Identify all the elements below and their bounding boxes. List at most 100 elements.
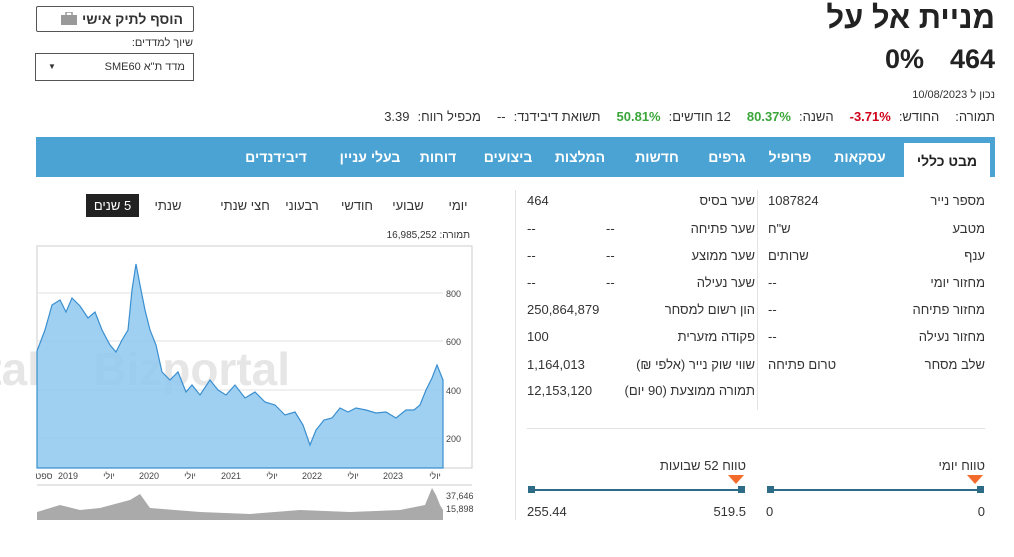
range-low: 0	[766, 504, 774, 519]
tab[interactable]: דיבידנדים	[245, 149, 307, 165]
divider	[527, 428, 985, 429]
grid	[37, 292, 443, 439]
x-tick-label: יולי	[429, 471, 441, 481]
tab-bar	[36, 137, 995, 177]
watermark: Bizportal	[0, 343, 40, 395]
tab[interactable]: דוחות	[419, 149, 457, 165]
info-value: שרותים	[768, 248, 809, 263]
info-value: --	[527, 248, 536, 263]
period-button[interactable]: יומי	[448, 198, 468, 213]
info-label: שער בסיס	[699, 193, 755, 208]
x-tick-label: 2023	[383, 471, 403, 481]
range-high: 0	[977, 504, 985, 519]
index-dropdown[interactable]: מדד ת"א SME60 ▼	[35, 53, 194, 81]
info-label: שער ממוצע	[691, 248, 755, 263]
info-value: --	[527, 221, 536, 236]
period-button[interactable]: שנתי	[154, 198, 182, 213]
change: 0%	[884, 44, 924, 74]
info-value: --	[768, 275, 777, 290]
info-label: מחזור נעילה	[918, 329, 985, 344]
x-tick-label: יולי	[184, 471, 196, 481]
stat-value: 80.37%	[746, 109, 791, 124]
chart-frame	[36, 245, 473, 469]
period-button[interactable]: חודשי	[340, 198, 373, 213]
info-extra: --	[606, 275, 615, 290]
price-area	[36, 263, 444, 469]
stat-value: --	[496, 109, 506, 124]
info-label: שער פתיחה	[690, 221, 755, 236]
x-tick-label: 2022	[302, 471, 322, 481]
index-label: שיוך למדדים:	[131, 37, 193, 49]
date-label: נכון ל 10/08/2023	[912, 89, 995, 101]
period-button[interactable]: רבעוני	[285, 198, 319, 213]
period-button[interactable]: חצי שנתי	[220, 198, 270, 213]
volume-tick-label: 15,898	[446, 504, 474, 514]
stat-value: 50.81%	[616, 109, 661, 124]
x-tick-label: ספט	[35, 471, 52, 481]
info-label: מחזור פתיחה	[912, 302, 985, 317]
tab[interactable]: חדשות	[635, 149, 679, 165]
button-label: הוסף לתיק אישי	[82, 11, 183, 27]
info-value: --	[768, 329, 777, 344]
info-label: שווי שוק נייר (אלפי ₪)	[636, 357, 755, 372]
info-label: שלב מסחר	[924, 357, 985, 372]
stat-label: תשואת דיבידנד:	[513, 109, 601, 124]
y-tick-label: 200	[446, 434, 461, 444]
period-button[interactable]: 5 שנים	[86, 194, 139, 217]
info-label: תמורה ממוצעת (90 יום)	[624, 383, 756, 398]
watermark: Bizportal	[93, 343, 290, 395]
stock-title: מניית אל על	[826, 0, 995, 35]
portfolio-button[interactable]: הוסף לתיק אישי	[36, 6, 194, 32]
tab[interactable]: בעלי עניין	[339, 149, 401, 165]
y-tick-label: 400	[446, 386, 461, 396]
range-high: 519.5	[713, 504, 746, 519]
x-tick-label: 2019	[58, 471, 78, 481]
range-end	[528, 486, 535, 493]
info-value: --	[527, 275, 536, 290]
info-label: הון רשום למסחר	[664, 302, 755, 317]
info-value: 12,153,120	[527, 383, 593, 398]
y-tick-label: 800	[446, 289, 461, 299]
info-label: ענף	[964, 248, 985, 263]
info-value: 100	[527, 329, 549, 344]
info-value: 1,164,013	[527, 357, 585, 372]
info-extra: --	[606, 221, 615, 236]
divider	[757, 190, 758, 410]
tab[interactable]: עסקאות	[834, 149, 886, 165]
volume-tick-label: 37,646	[446, 491, 474, 501]
period-button[interactable]: שבועי	[392, 198, 424, 213]
info-extra: --	[606, 248, 615, 263]
x-tick-label: 2020	[139, 471, 159, 481]
info-label: פקודה מזערית	[677, 329, 755, 344]
x-tick-label: יולי	[347, 471, 359, 481]
range-end	[977, 486, 984, 493]
stat-value: -3.71%	[849, 109, 891, 124]
tab[interactable]: פרופיל	[768, 149, 812, 165]
tab[interactable]: ביצועים	[483, 149, 533, 165]
range-low: 255.44	[527, 504, 567, 519]
tab[interactable]: המלצות	[554, 149, 606, 165]
price: 464	[949, 44, 995, 74]
range-label: טווח יומי	[938, 458, 985, 473]
tab[interactable]: גרפים	[708, 149, 746, 165]
tab[interactable]: מבט כללי	[904, 143, 990, 177]
info-label: שער נעילה	[696, 275, 755, 290]
stat-value: 3.39	[384, 109, 410, 124]
range-label: טווח 52 שבועות	[659, 458, 746, 473]
stat-label: 12 חודשים:	[668, 109, 731, 124]
range-marker	[967, 475, 983, 484]
x-tick-label: יולי	[103, 471, 115, 481]
stat-label: מכפיל רווח:	[417, 109, 481, 124]
info-value: --	[768, 302, 777, 317]
chart-labels: 800 600 400 200 ספט 2019 יולי 2020 יולי 2021 יולי 2…	[35, 289, 473, 514]
stats-row: תמורה: החודש: -3.71% השנה: 80.37% 12 חודשים: 5…	[384, 109, 995, 124]
info-value: 1087824	[768, 193, 819, 208]
range-line	[531, 489, 741, 491]
range-line	[770, 489, 980, 491]
range-end	[738, 486, 745, 493]
volume-area	[37, 488, 443, 520]
x-tick-label: יולי	[266, 471, 278, 481]
stat-label: השנה:	[798, 109, 834, 124]
